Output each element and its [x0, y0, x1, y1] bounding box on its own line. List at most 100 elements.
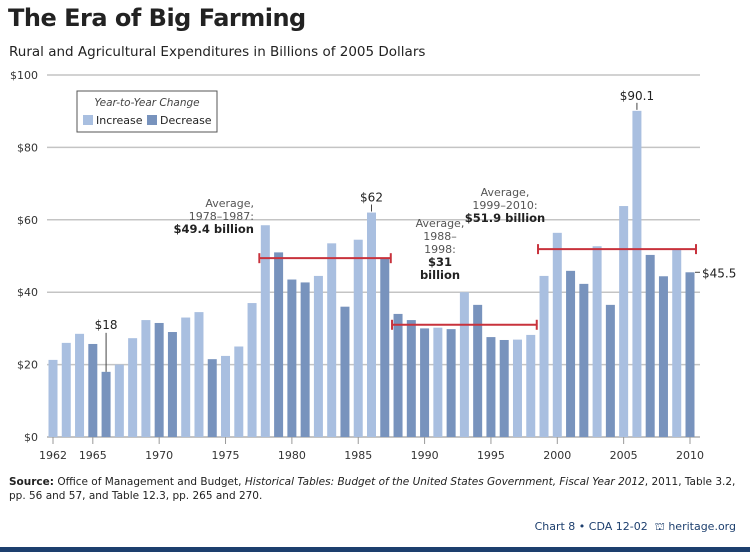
bar-1983 [327, 243, 337, 437]
bar-1979 [274, 252, 284, 437]
y-tick-label: $100 [10, 69, 38, 82]
annotation-label: $18 [95, 318, 118, 332]
source-note: Source: Office of Management and Budget,… [9, 475, 739, 503]
annotation-label: $62 [360, 191, 383, 205]
x-tick-label: 1975 [212, 449, 240, 462]
bar-1993 [459, 292, 469, 437]
bar-1989 [406, 320, 416, 437]
heritage-link[interactable]: heritage.org [668, 520, 736, 533]
bar-1984 [340, 306, 350, 437]
bar-2005 [619, 206, 629, 437]
bar-1972 [181, 317, 191, 437]
x-tick-label: 1980 [278, 449, 306, 462]
average-label: Average, [481, 186, 530, 199]
bar-2008 [658, 276, 668, 437]
average-label: 1998: [424, 243, 456, 256]
bar-1976 [234, 346, 244, 437]
legend-label-decrease: Decrease [160, 114, 212, 127]
chart-id: Chart 8 • CDA 12-02 [534, 520, 648, 533]
legend-label-increase: Increase [96, 114, 143, 127]
bar-1995 [486, 337, 496, 437]
bar-2007 [645, 254, 655, 437]
chart-subtitle: Rural and Agricultural Expenditures in B… [9, 44, 426, 60]
bar-2002 [579, 283, 589, 437]
bar-1994 [473, 304, 483, 437]
average-label: 1978–1987: [189, 210, 254, 223]
legend-title: Year-to-Year Change [94, 97, 199, 109]
bar-1962 [48, 359, 58, 437]
bottom-stripe [0, 547, 750, 552]
x-tick-label: 1962 [39, 449, 67, 462]
x-tick-label: 1970 [145, 449, 173, 462]
bar-1990 [420, 328, 430, 437]
x-tick-label: 2000 [543, 449, 571, 462]
bar-1973 [194, 312, 204, 437]
bar-1965 [88, 343, 98, 437]
source-label: Source: [9, 476, 54, 488]
bar-1980 [287, 279, 297, 437]
bar-1964 [75, 333, 85, 437]
bar-1963 [61, 342, 71, 437]
x-tick-label: 1965 [79, 449, 107, 462]
average-value: $49.4 billion [174, 222, 254, 236]
average-label: Average, [205, 197, 254, 210]
y-tick-label: $80 [17, 141, 38, 154]
bar-2009 [672, 249, 682, 437]
y-tick-label: $0 [24, 431, 38, 444]
bar-2006 [632, 110, 642, 437]
bar-1978 [260, 225, 270, 437]
bar-1970 [154, 322, 164, 437]
y-tick-label: $20 [17, 359, 38, 372]
bar-1982 [313, 275, 323, 437]
x-tick-label: 2010 [676, 449, 704, 462]
x-tick-label: 1990 [411, 449, 439, 462]
legend-swatch-increase [83, 115, 93, 125]
annotation-label: $45.5 [702, 266, 736, 280]
bar-1967 [114, 364, 124, 437]
average-label: 1988– [423, 230, 457, 243]
bar-2000 [552, 232, 562, 437]
legend-box [76, 90, 218, 133]
page-title: The Era of Big Farming [8, 4, 306, 32]
footer: Chart 8 • CDA 12-02 ⛫ heritage.org [535, 520, 736, 535]
annotation-label: $90.1 [620, 89, 654, 103]
average-value: $51.9 billion [465, 211, 545, 225]
bar-2001 [566, 270, 576, 437]
bar-1966 [101, 371, 111, 437]
x-tick-label: 1985 [344, 449, 372, 462]
bar-1992 [446, 329, 456, 437]
bar-2003 [592, 246, 602, 437]
source-title: Historical Tables: Budget of the United … [244, 476, 645, 488]
bell-icon: ⛫ [654, 520, 665, 533]
average-value: billion [420, 268, 460, 282]
bar-1974 [207, 359, 217, 437]
bar-1986 [367, 212, 376, 437]
bar-1991 [433, 327, 443, 437]
bar-1999 [539, 275, 549, 437]
bar-1985 [353, 239, 363, 437]
legend-swatch-decrease [147, 115, 157, 125]
bar-1971 [167, 332, 177, 437]
bar-1981 [300, 282, 310, 437]
average-value: $31 [428, 255, 452, 269]
bar-1975 [221, 355, 231, 437]
bar-chart: $0 $20 $40 $60 $80 $100 1962 1965 1970 1975 1980 19… [10, 69, 736, 462]
bar-1977 [247, 303, 257, 437]
bar-1996 [499, 339, 509, 437]
bar-2010 [685, 272, 695, 437]
bar-1998 [526, 334, 536, 437]
x-tick-label: 2005 [610, 449, 638, 462]
bar-1987 [380, 257, 390, 437]
source-rest: , 2011, Table 3.2, pp. 56 and 57, and Ta… [9, 476, 736, 502]
source-text: Office of Management and Budget, [53, 476, 245, 488]
bar-1988 [393, 313, 403, 437]
average-label: 1999–2010: [472, 199, 537, 212]
average-label: Average, [416, 217, 465, 230]
y-tick-label: $60 [17, 214, 38, 227]
bar-1969 [141, 320, 151, 437]
y-tick-label: $40 [17, 286, 38, 299]
x-tick-label: 1995 [477, 449, 505, 462]
bar-2004 [605, 304, 615, 437]
bar-1968 [128, 338, 138, 437]
bar-1997 [512, 339, 522, 437]
